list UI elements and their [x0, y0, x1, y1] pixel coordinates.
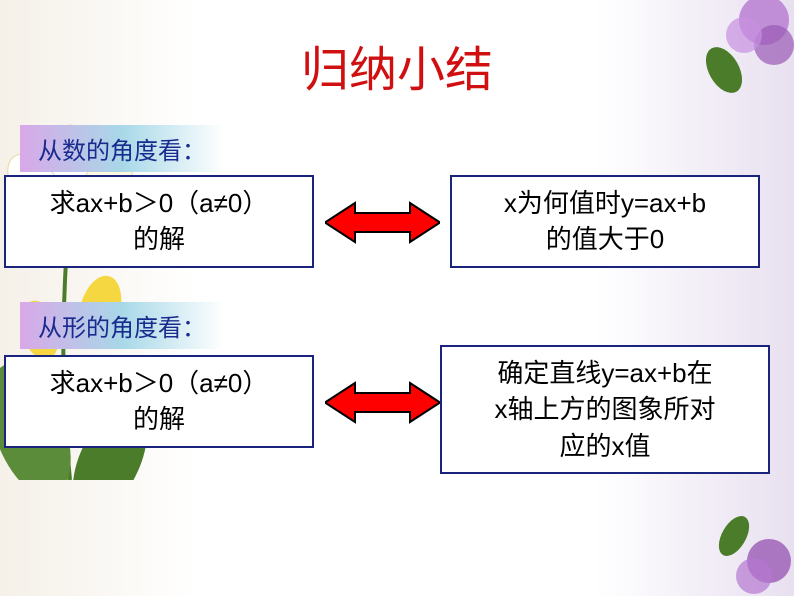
box-line: 求ax+b＞0（a≠0） — [18, 185, 300, 221]
double-arrow-1 — [325, 200, 440, 250]
box-line: 的解 — [18, 401, 300, 437]
double-arrow-2 — [325, 380, 440, 430]
section1-left-box: 求ax+b＞0（a≠0） 的解 — [4, 175, 314, 268]
flower-decoration-top-right — [674, 0, 794, 100]
section1-label: 从数的角度看： — [20, 125, 224, 172]
section2-left-box: 求ax+b＞0（a≠0） 的解 — [4, 355, 314, 448]
box-line: 的值大于0 — [464, 221, 746, 257]
box-line: x轴上方的图象所对 — [454, 391, 756, 427]
box-line: 求ax+b＞0（a≠0） — [18, 365, 300, 401]
section1-right-box: x为何值时y=ax+b 的值大于0 — [450, 175, 760, 268]
box-line: x为何值时y=ax+b — [464, 185, 746, 221]
box-line: 应的x值 — [454, 428, 756, 464]
box-line: 确定直线y=ax+b在 — [454, 355, 756, 391]
box-line: 的解 — [18, 221, 300, 257]
section2-label: 从形的角度看： — [20, 302, 224, 349]
section2-right-box: 确定直线y=ax+b在 x轴上方的图象所对 应的x值 — [440, 345, 770, 474]
flower-decoration-bottom-right — [694, 476, 794, 596]
page-title: 归纳小结 — [301, 30, 493, 100]
